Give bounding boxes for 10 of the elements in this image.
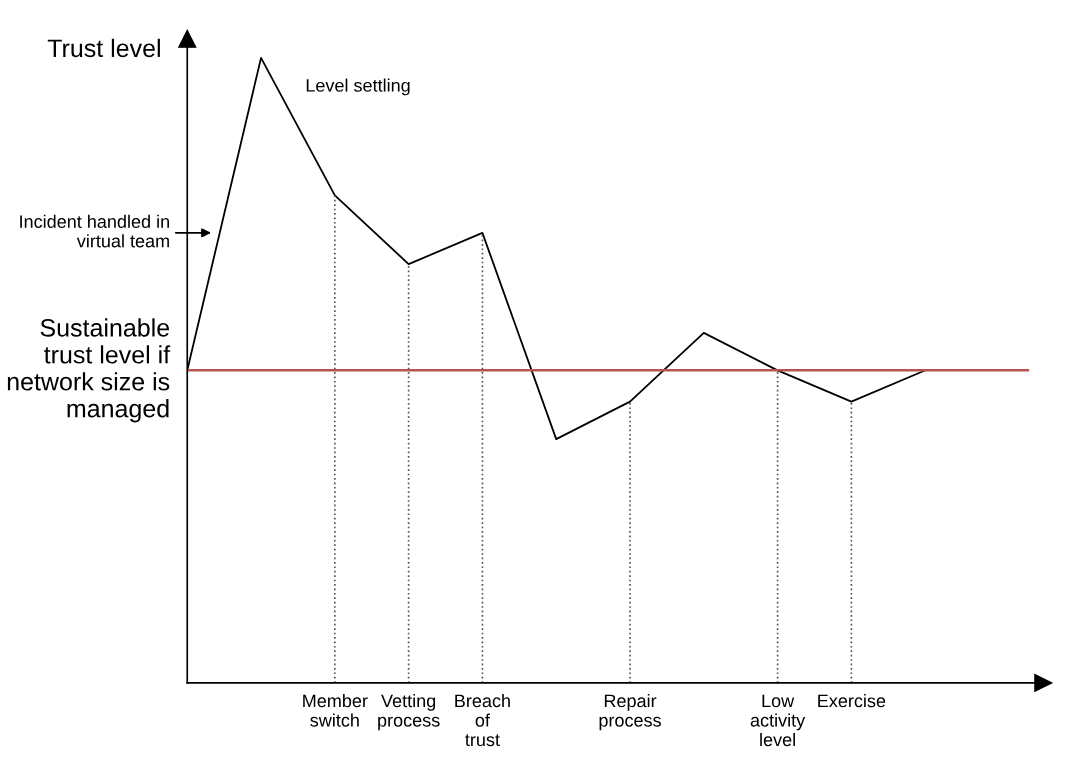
x-tick-label: Member switch (303, 693, 368, 727)
x-tick-label: Repair process (599, 693, 661, 731)
ref-line-label: Sustainable trust level if network size is managed (7, 318, 171, 423)
text: Incident handled in virtual team (20, 214, 169, 248)
annotation: Level settling (306, 78, 410, 96)
x-tick-label: Exercise (818, 693, 886, 708)
x-tick-label: Low activity level (750, 694, 806, 747)
x-tick-label: Vetting process (378, 693, 440, 731)
y-axis-title: Trust level (47, 38, 160, 58)
x-tick-label: Breach of trust (455, 693, 510, 747)
